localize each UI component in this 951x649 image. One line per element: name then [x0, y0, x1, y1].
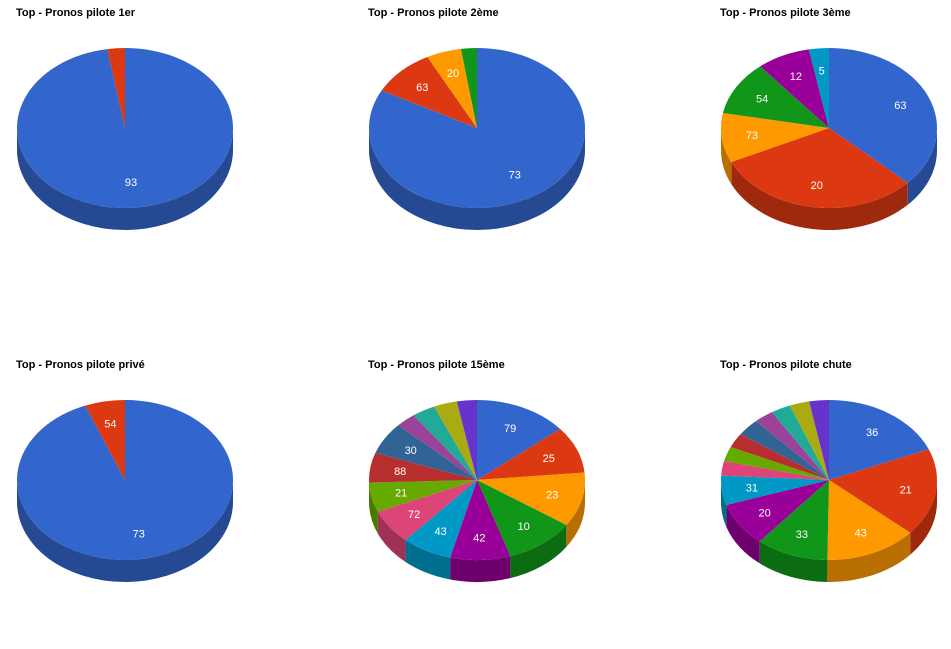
- slice-label-1: 20: [811, 180, 823, 192]
- slice-label-1: 63: [416, 82, 428, 94]
- slice-label-4: 42: [473, 533, 485, 545]
- pie-labels: 93: [125, 177, 137, 189]
- slice-label-3: 54: [756, 94, 768, 106]
- slice-label-0: 36: [866, 427, 878, 439]
- slice-label-0: 63: [894, 100, 906, 112]
- slice-label-2: 43: [854, 528, 866, 540]
- slice-label-5: 5: [819, 66, 825, 78]
- slice-label-3: 33: [796, 529, 808, 541]
- slice-label-1: 54: [104, 418, 116, 430]
- pie-top: [369, 48, 585, 208]
- slice-label-1: 21: [900, 484, 912, 496]
- pie-top: [721, 48, 937, 208]
- slice-label-0: 93: [125, 177, 137, 189]
- slice-label-0: 73: [509, 170, 521, 182]
- slice-label-0: 73: [133, 528, 145, 540]
- pie-svg: 63 20 73 54 12 5: [720, 7, 950, 297]
- pie-svg: 73 54: [16, 359, 316, 604]
- slice-label-8: 88: [394, 466, 406, 478]
- pie-svg: 73 63 20: [368, 7, 668, 297]
- slice-label-6: 72: [408, 509, 420, 521]
- slice-label-4: 12: [790, 71, 802, 83]
- slice-label-1: 25: [543, 453, 555, 465]
- slice-label-3: 10: [518, 521, 530, 533]
- pie-slice-side-4: [450, 556, 510, 582]
- slice-label-0: 79: [504, 423, 516, 435]
- slice-label-5: 43: [434, 526, 446, 538]
- slice-label-4: 20: [758, 507, 770, 519]
- slice-label-9: 30: [405, 445, 417, 457]
- pie-svg: 93: [16, 7, 316, 297]
- slice-label-2: 20: [447, 68, 459, 80]
- pie-top: [17, 400, 233, 560]
- slice-label-7: 21: [395, 488, 407, 500]
- pie-chart-1er: Top - Pronos pilote 1er 93: [16, 7, 316, 297]
- slice-label-2: 73: [746, 130, 758, 142]
- pie-slice-0: [17, 400, 233, 560]
- pie-top: [721, 400, 937, 560]
- slice-label-5: 31: [746, 483, 758, 495]
- slice-label-2: 23: [546, 489, 558, 501]
